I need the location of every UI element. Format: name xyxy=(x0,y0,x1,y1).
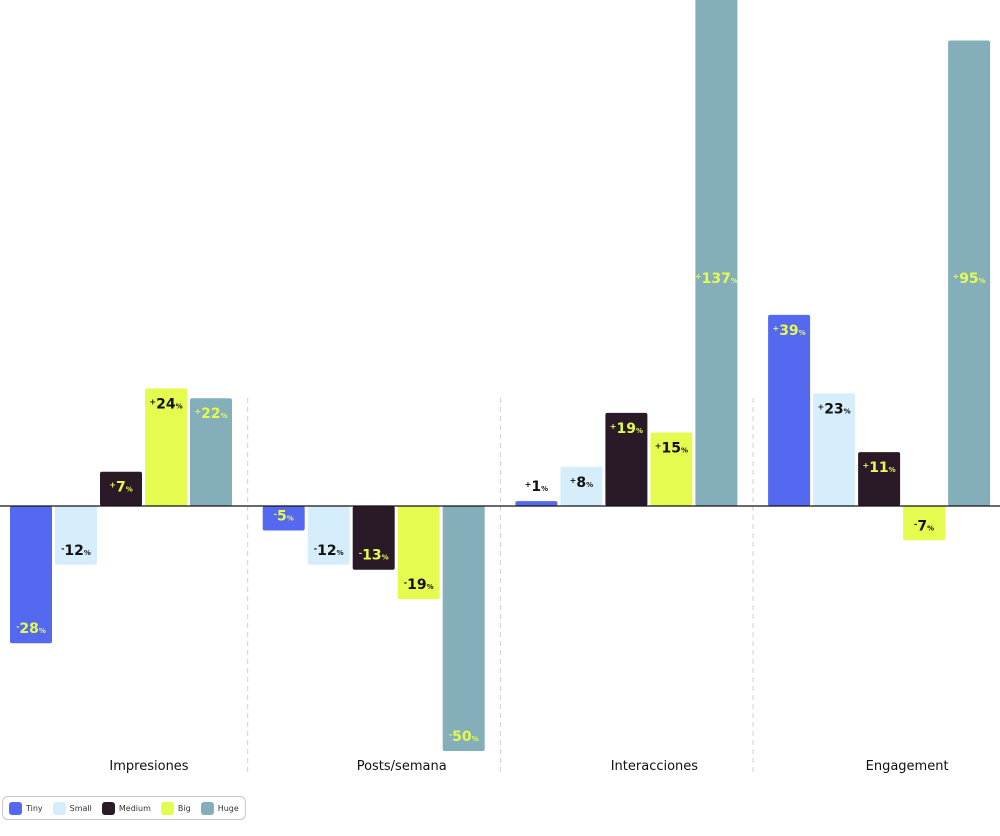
data-label: +1% xyxy=(525,479,548,495)
bar-medium xyxy=(858,452,901,506)
legend-label: Big xyxy=(177,803,191,813)
legend-swatch xyxy=(52,801,66,815)
data-label: -50% xyxy=(449,729,479,745)
data-label: +23% xyxy=(817,401,850,417)
bar-tiny xyxy=(768,314,811,506)
legend-swatch xyxy=(101,801,115,815)
legend-label: Medium xyxy=(118,803,151,813)
bar-huge xyxy=(948,40,991,506)
legend: Tiny Small Medium Big Huge xyxy=(2,796,246,820)
data-label: +24% xyxy=(149,396,182,412)
bar-big xyxy=(903,506,946,541)
bar-big xyxy=(650,432,693,506)
bar-big xyxy=(397,506,440,600)
category-label: Posts/semana xyxy=(357,759,447,774)
data-label: -28% xyxy=(16,621,46,637)
legend-label: Huge xyxy=(217,803,239,813)
legend-item-huge: Huge xyxy=(200,801,239,815)
data-label: +15% xyxy=(655,441,688,457)
data-label: +22% xyxy=(194,406,227,422)
category-label: Engagement xyxy=(866,759,949,774)
legend-item-tiny: Tiny xyxy=(9,801,43,815)
data-label: +11% xyxy=(862,460,895,476)
legend-label: Tiny xyxy=(26,803,43,813)
legend-label: Small xyxy=(69,803,92,813)
legend-swatch xyxy=(160,801,174,815)
bar-tiny xyxy=(515,501,558,506)
data-label: -12% xyxy=(61,543,91,559)
bar-small xyxy=(55,506,97,565)
legend-swatch xyxy=(200,801,214,815)
legend-item-small: Small xyxy=(52,801,92,815)
bar-medium xyxy=(352,506,395,570)
category-label: Impresiones xyxy=(109,759,188,774)
bar-medium xyxy=(100,471,142,506)
data-label: +95% xyxy=(952,271,985,287)
bar-big xyxy=(145,388,187,506)
bar-huge xyxy=(190,398,232,506)
data-label: +7% xyxy=(109,480,132,496)
bar-tiny xyxy=(262,506,305,531)
data-label: +137% xyxy=(695,271,738,287)
bar-small xyxy=(813,393,856,506)
bar-small xyxy=(560,466,603,506)
data-label: -19% xyxy=(404,577,434,593)
bar-huge xyxy=(695,0,738,506)
bar-medium xyxy=(605,412,648,506)
data-label: -12% xyxy=(314,543,344,559)
legend-item-medium: Medium xyxy=(101,801,151,815)
legend-swatch xyxy=(9,801,22,815)
data-label: -13% xyxy=(359,548,389,564)
category-label: Interacciones xyxy=(611,759,699,774)
legend-item-big: Big xyxy=(160,801,191,815)
bar-small xyxy=(307,506,350,565)
data-label: +19% xyxy=(610,421,643,437)
data-label: +39% xyxy=(772,323,805,339)
data-label: -7% xyxy=(914,518,934,534)
data-label: -5% xyxy=(274,509,294,525)
bar-huge xyxy=(442,506,485,751)
data-label: +8% xyxy=(570,475,593,491)
bar-tiny xyxy=(10,506,52,644)
